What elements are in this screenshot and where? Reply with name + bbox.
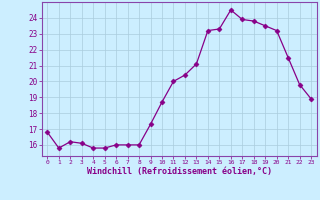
- X-axis label: Windchill (Refroidissement éolien,°C): Windchill (Refroidissement éolien,°C): [87, 167, 272, 176]
